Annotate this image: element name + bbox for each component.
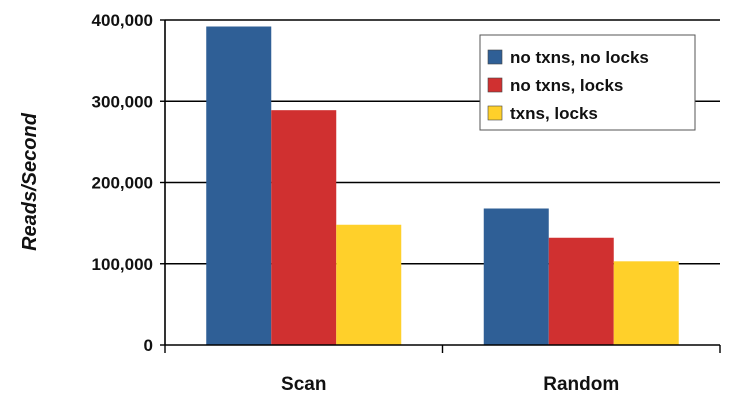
bar-random-series-1 bbox=[483, 208, 549, 345]
bar-scan-series-3 bbox=[336, 224, 402, 345]
bar-random-series-3 bbox=[613, 261, 679, 345]
legend-label: no txns, locks bbox=[510, 76, 623, 95]
legend-swatch bbox=[487, 105, 503, 121]
y-tick-label: 100,000 bbox=[92, 255, 153, 274]
legend-label: txns, locks bbox=[510, 104, 598, 123]
y-tick-label: 400,000 bbox=[92, 11, 153, 30]
legend-box bbox=[479, 34, 696, 131]
y-axis-title: Reads/Second bbox=[19, 112, 41, 251]
x-category-label: Random bbox=[543, 374, 619, 395]
bar-scan-series-2 bbox=[271, 110, 337, 345]
bar-random-series-2 bbox=[548, 237, 614, 345]
bar-scan-series-1 bbox=[206, 26, 272, 345]
y-tick-label: 300,000 bbox=[92, 92, 153, 111]
legend-label: no txns, no locks bbox=[510, 48, 649, 67]
legend-swatch bbox=[487, 77, 503, 93]
legend-swatch bbox=[487, 49, 503, 65]
y-tick-label: 0 bbox=[144, 336, 153, 355]
x-category-label: Scan bbox=[281, 374, 326, 395]
y-tick-label: 200,000 bbox=[92, 174, 153, 193]
